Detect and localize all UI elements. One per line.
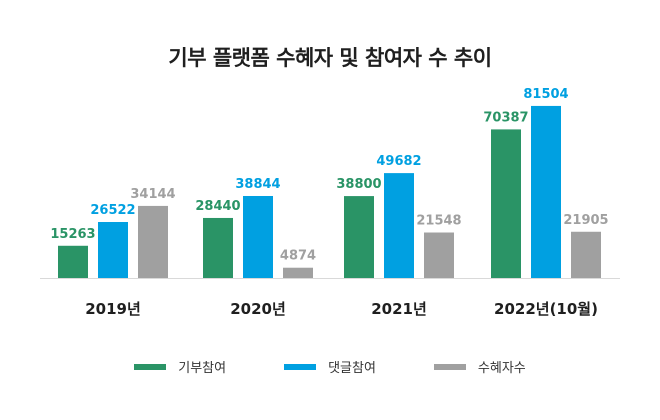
bar	[424, 232, 454, 278]
bar	[344, 196, 374, 278]
legend-item: 수혜자수	[433, 357, 526, 376]
bar	[384, 173, 414, 278]
data-label: 26522	[90, 203, 135, 218]
legend-swatch	[284, 363, 317, 370]
data-label: 15263	[50, 227, 95, 242]
bar	[98, 222, 128, 278]
bar	[138, 205, 168, 278]
bar	[571, 231, 601, 278]
data-label: 34144	[130, 187, 175, 202]
bar	[203, 217, 233, 278]
x-tick-label: 2020년	[230, 300, 286, 318]
x-tick-label: 2022년(10월)	[494, 300, 598, 318]
chart-legend: 기부참여 댓글참여 수혜자수	[0, 357, 660, 376]
bar	[58, 245, 88, 278]
legend-label: 수혜자수	[477, 361, 526, 376]
bar	[491, 129, 521, 278]
legend-label: 댓글참여	[328, 361, 376, 376]
data-label: 49682	[376, 154, 421, 169]
x-tick-label: 2019년	[85, 300, 141, 318]
legend-swatch	[433, 363, 466, 370]
bar	[531, 105, 561, 278]
data-label: 38844	[235, 177, 280, 192]
legend-label: 기부참여	[178, 361, 227, 376]
bar	[283, 267, 313, 278]
data-label: 21548	[416, 214, 461, 229]
data-label: 4874	[280, 249, 316, 264]
x-tick-label: 2021년	[371, 300, 427, 318]
legend-item: 댓글참여	[284, 357, 376, 376]
data-label: 70387	[483, 110, 528, 125]
data-label: 81504	[523, 87, 568, 102]
chart-title: 기부 플랫폼 수혜자 및 참여자 수 추이	[168, 46, 492, 70]
data-label: 21905	[563, 213, 608, 228]
legend-swatch	[134, 363, 167, 370]
data-label: 28440	[195, 199, 240, 214]
legend-item: 기부참여	[134, 357, 226, 376]
bar	[243, 195, 273, 278]
data-label: 38800	[336, 177, 381, 192]
